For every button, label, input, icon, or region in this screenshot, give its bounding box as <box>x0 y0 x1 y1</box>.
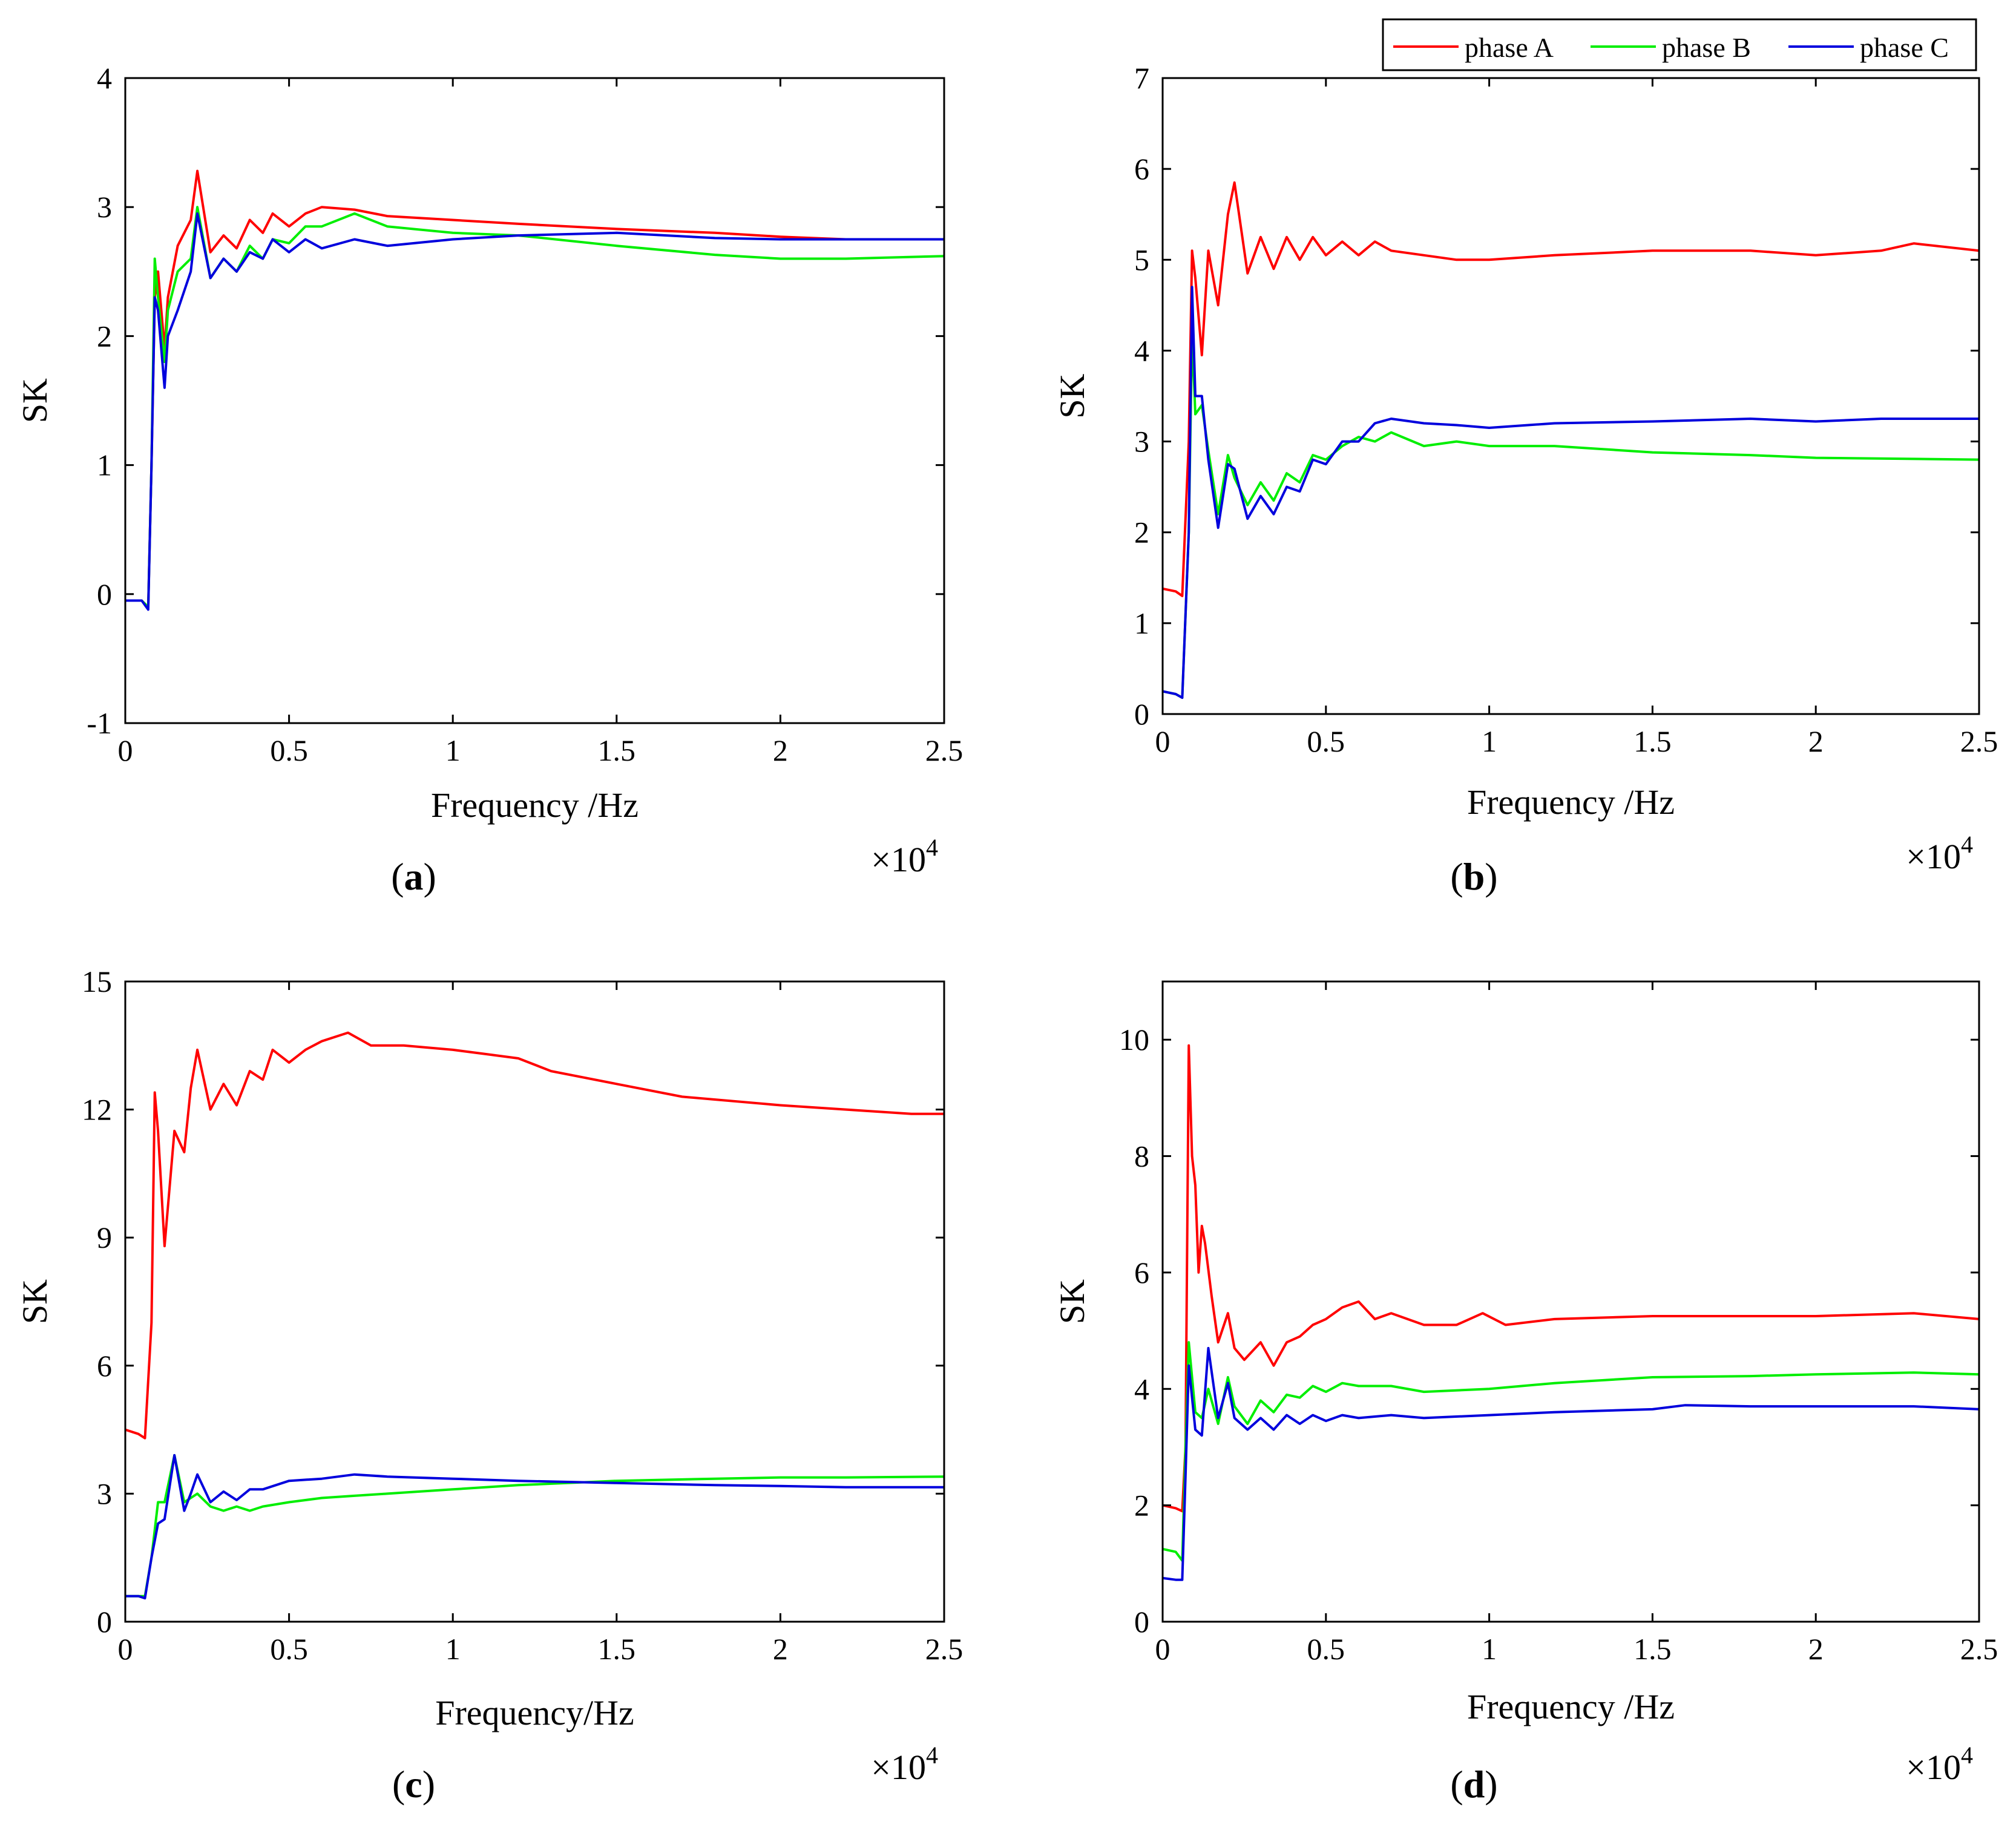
x-tick-label-a: 2 <box>773 733 788 767</box>
series-line-phase-b-d <box>1163 1341 1979 1562</box>
x-tick-label-a: 0.5 <box>270 733 308 767</box>
y-tick-label-a: 0 <box>97 577 112 611</box>
y-tick-label-c: 6 <box>97 1349 112 1383</box>
y-tick-label-d: 2 <box>1134 1489 1149 1522</box>
y-tick-label-d: 0 <box>1134 1605 1149 1639</box>
y-tick-label-b: 4 <box>1134 333 1149 367</box>
y-tick-label-c: 15 <box>82 965 112 998</box>
series-line-phase-a-d <box>1163 1044 1979 1513</box>
x-tick-label-d: 0.5 <box>1307 1632 1345 1666</box>
x-axis-label-d: Frequency /Hz <box>1467 1687 1675 1726</box>
series-line-phase-a-b <box>1163 181 1979 597</box>
panel-label-a: (a) <box>391 855 436 898</box>
y-tick-label-c: 0 <box>97 1605 112 1639</box>
series-line-phase-b-b <box>1163 331 1979 699</box>
x-tick-label-d: 2.5 <box>1960 1632 1998 1666</box>
x-tick-label-c: 0.5 <box>270 1632 308 1666</box>
x-tick-label-a: 2.5 <box>925 733 964 767</box>
y-tick-label-b: 7 <box>1134 61 1149 95</box>
panel-b: 0 0.5 1 1.5 2 2.5 0 1 2 3 4 5 6 7 Frequency /Hz SK ×104 (… <box>1052 61 1998 898</box>
series-line-phase-c-c <box>125 1453 944 1600</box>
series-line-phase-a-c <box>125 1031 944 1440</box>
x-tick-label-d: 1 <box>1482 1632 1497 1666</box>
series-line-phase-c-b <box>1163 286 1979 699</box>
y-axis-label-b: SK <box>1052 373 1092 418</box>
y-tick-label-a: 1 <box>97 448 112 482</box>
y-tick-label-b: 5 <box>1134 243 1149 277</box>
panel-d: 0 0.5 1 1.5 2 2.5 0 2 4 6 8 10 Frequency /Hz SK ×104 (d… <box>1052 980 1998 1806</box>
x-axis-label-b: Frequency /Hz <box>1467 782 1675 822</box>
panel-label-c: (c) <box>392 1763 435 1806</box>
y-tick-label-b: 0 <box>1134 697 1149 731</box>
x-tick-label-c: 2.5 <box>925 1632 964 1666</box>
panel-c: 0 0.5 1 1.5 2 2.5 0 3 6 9 12 15 Frequency/Hz SK ×104 (c… <box>15 965 963 1806</box>
x-tick-label-c: 1.5 <box>598 1632 636 1666</box>
x-tick-label-b: 1 <box>1482 724 1497 758</box>
x-tick-label-b: 1.5 <box>1633 724 1672 758</box>
x-tick-label-a: 0 <box>118 733 133 767</box>
plot-frame-b <box>1161 77 1980 715</box>
y-tick-label-d: 4 <box>1134 1372 1149 1406</box>
y-tick-label-d: 6 <box>1134 1256 1149 1289</box>
series-line-phase-c-a <box>125 212 944 611</box>
y-tick-label-b: 1 <box>1134 606 1149 640</box>
legend-label-phase-a: phase A <box>1465 32 1554 63</box>
y-tick-label-a: 3 <box>97 190 112 224</box>
y-tick-label-b: 2 <box>1134 516 1149 549</box>
y-axis-label-d: SK <box>1052 1279 1092 1324</box>
y-tick-label-c: 12 <box>82 1093 112 1127</box>
x-tick-label-a: 1 <box>445 733 461 767</box>
y-tick-label-d: 8 <box>1134 1139 1149 1173</box>
x-multiplier-c: ×104 <box>871 1742 938 1787</box>
x-tick-label-b: 0 <box>1155 724 1171 758</box>
y-axis-label-c: SK <box>15 1279 54 1324</box>
x-tick-label-d: 0 <box>1155 1632 1171 1666</box>
legend-label-phase-c: phase C <box>1860 32 1949 63</box>
series-line-phase-b-a <box>125 206 944 609</box>
y-tick-label-c: 9 <box>97 1221 112 1254</box>
x-tick-label-d: 2 <box>1808 1632 1824 1666</box>
y-tick-label-b: 6 <box>1134 152 1149 186</box>
y-tick-label-b: 3 <box>1134 425 1149 459</box>
y-tick-label-a: 4 <box>97 61 112 95</box>
y-tick-label-a: 2 <box>97 319 112 353</box>
y-tick-label-a: -1 <box>87 706 112 740</box>
series-line-phase-c-d <box>1163 1346 1979 1581</box>
x-tick-label-d: 1.5 <box>1633 1632 1672 1666</box>
x-multiplier-d: ×104 <box>1906 1742 1973 1787</box>
x-axis-label-a: Frequency /Hz <box>431 785 639 825</box>
x-axis-label-c: Frequency/Hz <box>435 1693 634 1732</box>
plot-frame-c <box>124 980 945 1623</box>
x-tick-label-b: 2 <box>1808 724 1824 758</box>
legend-label-phase-b: phase B <box>1662 32 1751 63</box>
legend-box <box>1382 18 1977 71</box>
legend: phase A phase B phase C <box>1382 18 1977 71</box>
x-tick-label-c: 2 <box>773 1632 788 1666</box>
x-tick-label-c: 0 <box>118 1632 133 1666</box>
y-tick-label-c: 3 <box>97 1476 112 1510</box>
x-multiplier-a: ×104 <box>871 834 938 879</box>
x-tick-label-b: 2.5 <box>1960 724 1998 758</box>
x-tick-label-c: 1 <box>445 1632 461 1666</box>
panel-label-d: (d) <box>1450 1763 1497 1806</box>
panel-label-b: (b) <box>1450 855 1497 898</box>
plot-frame-a <box>124 77 945 724</box>
x-multiplier-b: ×104 <box>1906 831 1973 876</box>
y-tick-label-d: 10 <box>1119 1023 1149 1057</box>
y-axis-label-a: SK <box>15 378 54 423</box>
x-tick-label-a: 1.5 <box>598 733 636 767</box>
plot-frame-d <box>1161 980 1980 1623</box>
x-tick-label-b: 0.5 <box>1307 724 1345 758</box>
